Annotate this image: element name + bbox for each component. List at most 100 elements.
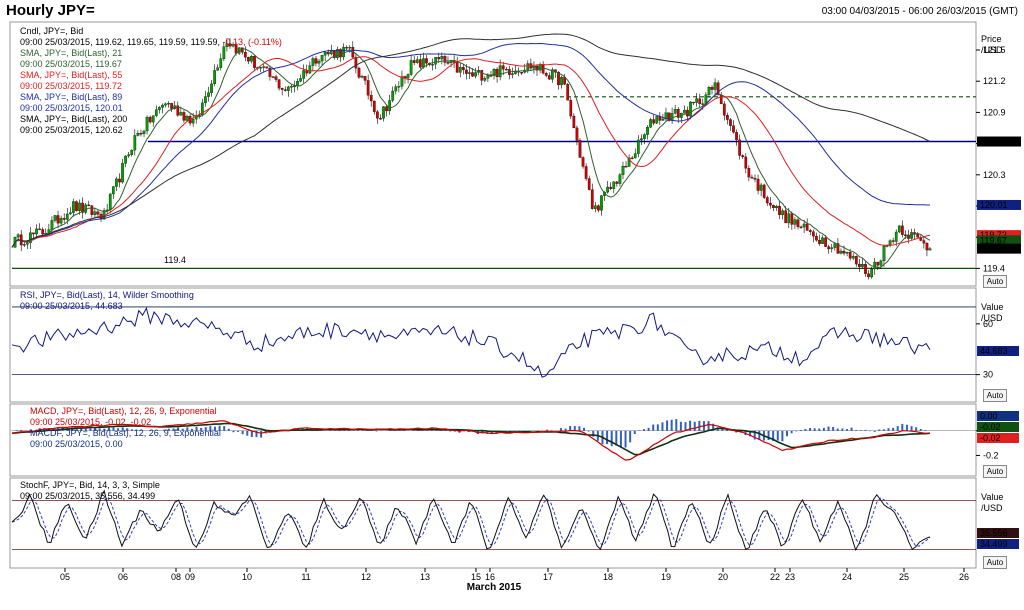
price-y-tick-label: 119.4 xyxy=(983,263,1005,273)
candle-body xyxy=(148,116,152,123)
rsi-auto-button[interactable]: Auto xyxy=(983,389,1007,402)
candle-body xyxy=(446,62,450,64)
candle-body xyxy=(455,62,459,73)
price-legend-line-8: SMA, JPY=, Bid(Last), 200 xyxy=(20,114,127,124)
candle-body xyxy=(440,56,444,60)
rsi-y-tick-label: 30 xyxy=(983,370,993,380)
stoch-auto-button[interactable]: Auto xyxy=(983,556,1007,569)
candle-body xyxy=(394,86,398,92)
candle-body xyxy=(922,240,926,244)
candle-body xyxy=(901,225,904,235)
stoch-legend: StochF, JPY=, Bid, 14, 3, 3, Simple 09:0… xyxy=(20,480,160,501)
sma-line-3 xyxy=(11,33,931,248)
candle-body xyxy=(526,63,530,71)
candle-body xyxy=(296,81,299,87)
price-auto-button[interactable]: Auto xyxy=(983,275,1007,288)
candle-body xyxy=(418,59,422,68)
candle-body xyxy=(434,57,438,65)
candle-body xyxy=(87,204,91,207)
price-legend-line-2: SMA, JPY=, Bid(Last), 21 xyxy=(20,48,122,58)
candle-body xyxy=(75,201,78,211)
candle-body xyxy=(830,247,834,250)
candle-body xyxy=(916,234,920,238)
macd-legend-line-0: MACD, JPY=, Bid(Last), 12, 26, 9, Expone… xyxy=(30,406,216,416)
rsi-unit-title: Value xyxy=(981,302,1003,312)
price-tag-bg xyxy=(977,243,1021,254)
candle-body xyxy=(363,76,367,81)
candle-body xyxy=(867,273,870,278)
rsi-chart-layer: 30 60 xyxy=(11,306,993,380)
candle-body xyxy=(756,178,760,191)
candle-body xyxy=(805,223,809,231)
macd-auto-button[interactable]: Auto xyxy=(983,465,1007,478)
candle-body xyxy=(299,78,302,82)
macd-tag-0-bg xyxy=(977,411,1019,421)
chart-title: Hourly JPY= xyxy=(6,2,95,19)
stoch-tag-1-bg xyxy=(977,539,1019,549)
candle-body xyxy=(286,86,290,91)
stoch-unit-title: Value xyxy=(981,492,1003,502)
rsi-legend-line-1: 09:00 25/03/2015, 44.683 xyxy=(20,301,123,311)
candle-body xyxy=(882,245,886,261)
rsi-unit: /USD xyxy=(981,313,1003,323)
x-tick-label: 23 xyxy=(785,572,795,582)
candle-body xyxy=(382,106,385,119)
candle-body xyxy=(376,111,379,119)
candle-body xyxy=(65,213,69,220)
macd-legend-line-3: 09:00 25/03/2015, 0.00 xyxy=(30,439,123,449)
candle-body xyxy=(151,115,155,123)
candle-body xyxy=(314,58,318,64)
candle-body xyxy=(409,60,413,75)
candle-body xyxy=(692,101,695,104)
candle-body xyxy=(397,86,401,88)
candle-body xyxy=(406,74,410,79)
candle-body xyxy=(145,116,149,132)
candle-body xyxy=(551,69,554,80)
candle-body xyxy=(609,186,613,189)
candle-body xyxy=(569,100,573,117)
x-tick-label: 18 xyxy=(603,572,613,582)
candle-body xyxy=(213,70,216,85)
candle-body xyxy=(222,46,226,59)
candle-body xyxy=(818,240,821,244)
price-tag: 120.01 xyxy=(980,200,1008,210)
candle-body xyxy=(753,178,757,180)
price-y-tick-label: 120.3 xyxy=(983,170,1006,180)
candle-body xyxy=(225,43,229,47)
candle-body xyxy=(323,52,327,56)
candle-body xyxy=(62,218,66,220)
candle-body xyxy=(861,264,864,267)
candle-body xyxy=(167,103,170,105)
stoch-chart-layer xyxy=(11,489,976,552)
candle-body xyxy=(425,58,428,64)
candle-body xyxy=(821,237,824,244)
candle-body xyxy=(784,210,788,224)
candle-body xyxy=(154,109,158,116)
price-legend-line-7: 09:00 25/03/2015, 120.01 xyxy=(20,103,123,113)
candle-body xyxy=(204,96,207,104)
candle-body xyxy=(584,166,588,179)
candle-body xyxy=(879,260,883,266)
candle-body xyxy=(185,115,189,121)
candle-body xyxy=(336,49,339,58)
candle-body xyxy=(750,176,754,179)
sma-line-1 xyxy=(11,56,931,248)
rsi-y-tick-label: 60 xyxy=(983,319,993,329)
candle-body xyxy=(164,103,167,106)
x-axis-month-label: March 2015 xyxy=(467,582,522,593)
candle-body xyxy=(676,109,680,118)
candle-body xyxy=(32,232,35,235)
chart-header: Hourly JPY= 03:00 04/03/2015 - 06:00 26/… xyxy=(0,0,1024,22)
candle-body xyxy=(431,64,434,66)
candle-body xyxy=(593,205,597,209)
candle-body xyxy=(437,57,441,60)
candle-body xyxy=(357,67,361,78)
macd-tag-1: -0.02 xyxy=(980,422,1001,432)
date-range: 03:00 04/03/2015 - 06:00 26/03/2015 (GMT… xyxy=(821,6,1018,17)
candle-body xyxy=(290,86,293,88)
candle-body xyxy=(836,243,840,254)
candle-body xyxy=(535,66,539,71)
candle-body xyxy=(701,103,705,105)
x-tick-label: 10 xyxy=(242,572,252,582)
